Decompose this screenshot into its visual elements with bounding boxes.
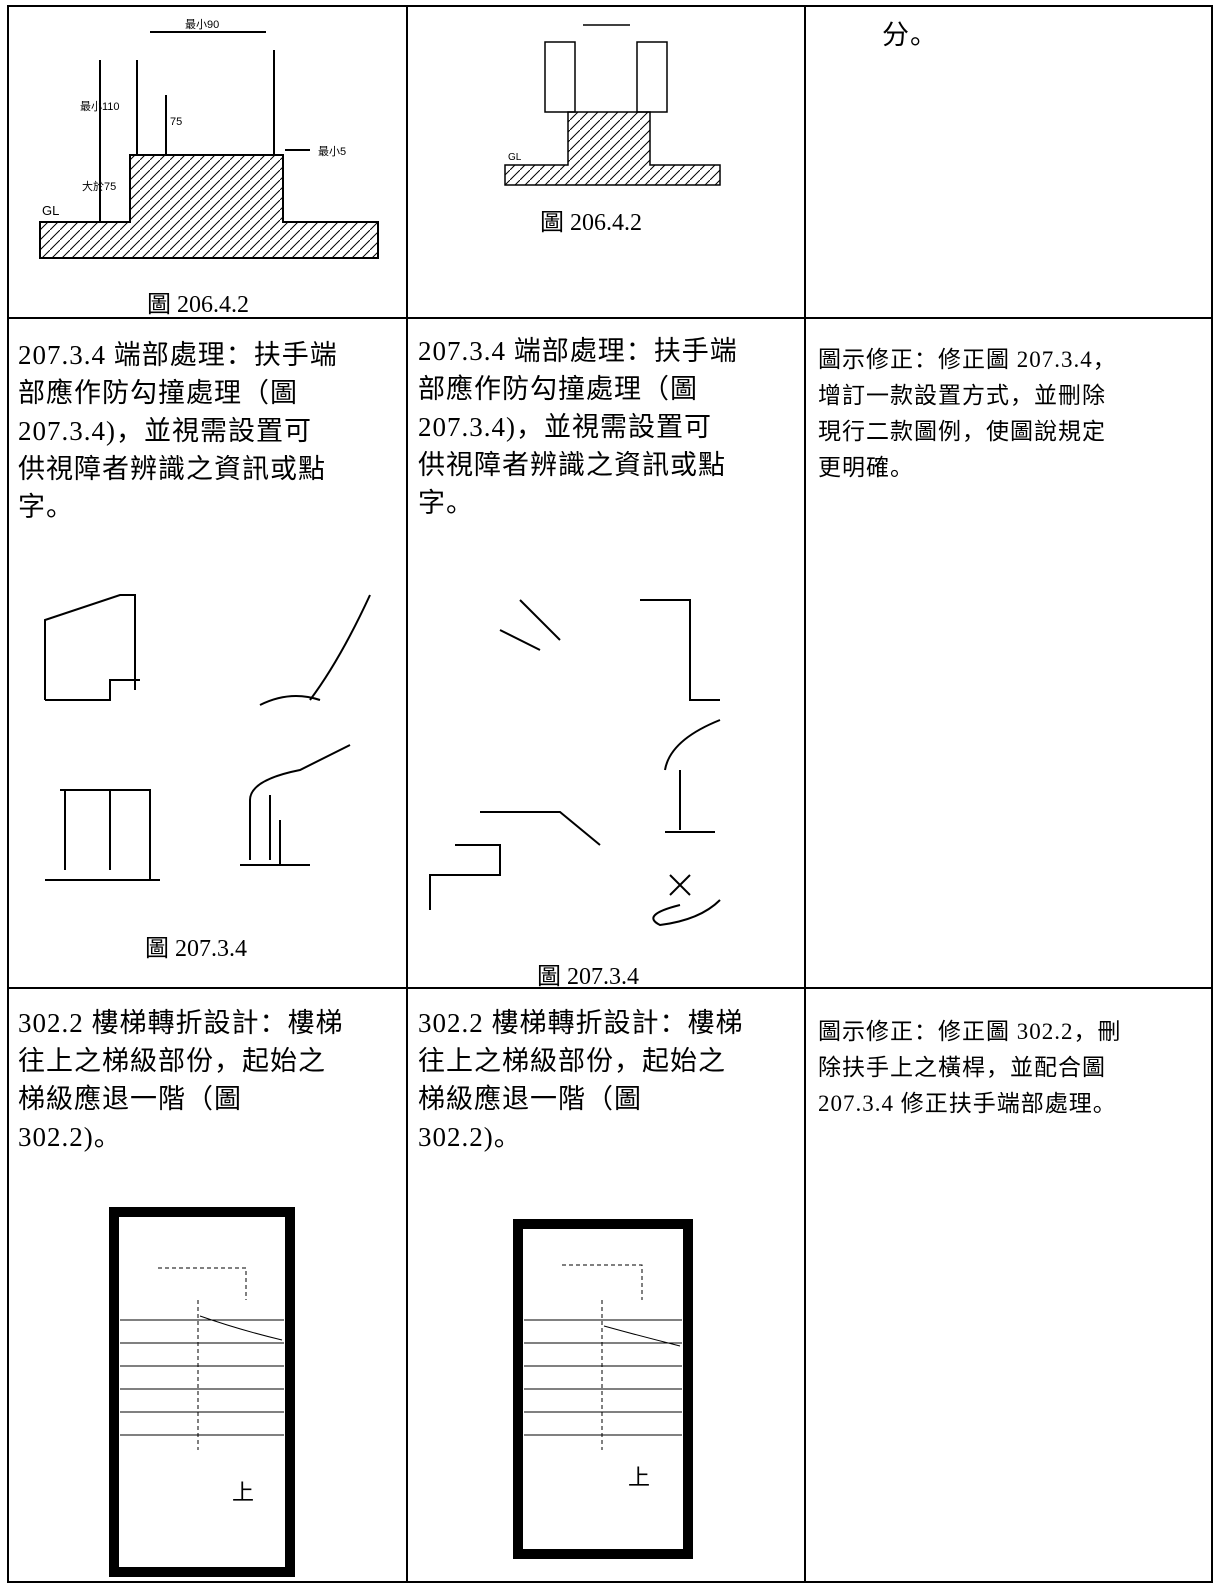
text-line: 207.3.4 端部處理：扶手端 bbox=[418, 336, 738, 366]
text-line: 207.3.4 修正扶手端部處理。 bbox=[818, 1091, 1117, 1116]
text-line: 部應作防勾撞處理（圖 bbox=[418, 374, 698, 404]
text-line: 部應作防勾撞處理（圖 bbox=[18, 378, 298, 408]
text-line: 分。 bbox=[882, 20, 938, 50]
figure-caption: 圖 206.4.2 bbox=[147, 292, 249, 318]
figure-label: GL bbox=[508, 152, 522, 163]
figure-label: 大於75 bbox=[82, 179, 116, 193]
text-line: 207.3.4)，並視需設置可 bbox=[18, 416, 312, 446]
text-line: 往上之梯級部份，起始之 bbox=[18, 1046, 326, 1076]
figure-label: 75 bbox=[170, 116, 182, 128]
cell-text: 分。 bbox=[882, 16, 938, 54]
text-line: 供視障者辨識之資訊或點 bbox=[18, 454, 326, 484]
text-line: 302.2)。 bbox=[418, 1122, 522, 1152]
text-line: 207.3.4 端部處理：扶手端 bbox=[18, 340, 338, 370]
figure-label: 上 bbox=[628, 1465, 650, 1490]
cell-text: 圖示修正：修正圖 207.3.4， 增訂一款設置方式，並刪除 現行二款圖例，使圖說規… bbox=[818, 342, 1117, 486]
text-line: 圖示修正：修正圖 207.3.4， bbox=[818, 347, 1117, 372]
text-line: 302.2)。 bbox=[18, 1122, 122, 1152]
cell-text: 圖示修正：修正圖 302.2，刪 除扶手上之橫桿，並配合圖 207.3.4 修正扶手… bbox=[818, 1014, 1122, 1122]
text-line: 302.2 樓梯轉折設計：樓梯 bbox=[418, 1008, 744, 1038]
cell-text: 207.3.4 端部處理：扶手端 部應作防勾撞處理（圖 207.3.4)，並視需設置… bbox=[18, 336, 338, 526]
text-line: 增訂一款設置方式，並刪除 bbox=[818, 383, 1106, 408]
cell-text: 302.2 樓梯轉折設計：樓梯 往上之梯級部份，起始之 梯級應退一階（圖 302.2)… bbox=[418, 1004, 744, 1156]
figure-caption: 圖 207.3.4 bbox=[537, 964, 639, 990]
text-line: 圖示修正：修正圖 302.2，刪 bbox=[818, 1019, 1122, 1044]
figure-label: 最小110 bbox=[80, 100, 120, 113]
figure-label: 最小90 bbox=[185, 18, 219, 31]
text-line: 207.3.4)，並視需設置可 bbox=[418, 412, 712, 442]
text-line: 字。 bbox=[418, 488, 474, 518]
figure-caption: 圖 207.3.4 bbox=[145, 936, 247, 962]
figure-caption: 圖 206.4.2 bbox=[540, 210, 642, 236]
text-line: 梯級應退一階（圖 bbox=[18, 1084, 242, 1114]
figure-label: 最小5 bbox=[318, 145, 346, 158]
figure-label: 上 bbox=[232, 1480, 254, 1505]
figure-label: GL bbox=[42, 203, 59, 218]
cell-text: 302.2 樓梯轉折設計：樓梯 往上之梯級部份，起始之 梯級應退一階（圖 302.2)… bbox=[18, 1004, 344, 1156]
text-line: 往上之梯級部份，起始之 bbox=[418, 1046, 726, 1076]
cell-text: 207.3.4 端部處理：扶手端 部應作防勾撞處理（圖 207.3.4)，並視需設置… bbox=[418, 332, 738, 522]
text-line: 現行二款圖例，使圖說規定 bbox=[818, 419, 1106, 444]
text-line: 梯級應退一階（圖 bbox=[418, 1084, 642, 1114]
text-line: 除扶手上之橫桿，並配合圖 bbox=[818, 1055, 1106, 1080]
text-line: 供視障者辨識之資訊或點 bbox=[418, 450, 726, 480]
text-line: 302.2 樓梯轉折設計：樓梯 bbox=[18, 1008, 344, 1038]
text-line: 字。 bbox=[18, 492, 74, 522]
text-line: 更明確。 bbox=[818, 455, 914, 480]
